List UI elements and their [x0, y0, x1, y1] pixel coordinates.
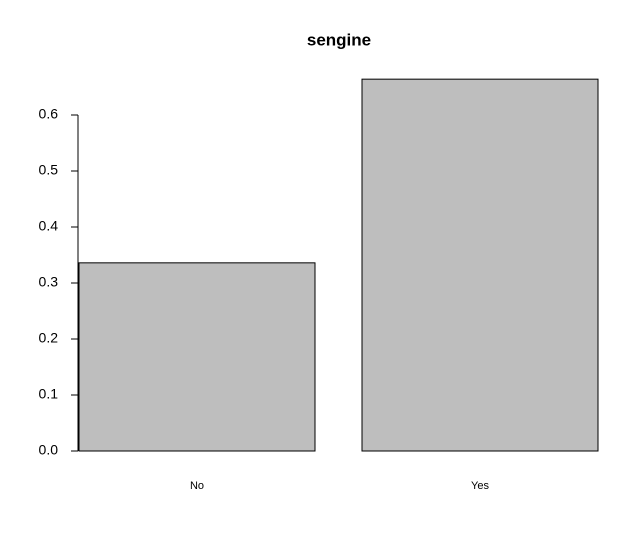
y-tick-label: 0.4: [39, 218, 59, 234]
y-tick-label: 0.5: [39, 162, 59, 178]
y-tick-label: 0.6: [39, 106, 59, 122]
chart-title: sengine: [307, 30, 371, 49]
x-tick-label: Yes: [471, 480, 489, 492]
y-tick-label: 0.2: [39, 330, 59, 346]
y-tick-label: 0.3: [39, 274, 59, 290]
bar: [78, 262, 316, 452]
y-tick-label: 0.0: [39, 442, 59, 458]
x-tick-label: No: [190, 480, 204, 492]
bar: [361, 78, 599, 452]
y-tick-label: 0.1: [39, 386, 59, 402]
